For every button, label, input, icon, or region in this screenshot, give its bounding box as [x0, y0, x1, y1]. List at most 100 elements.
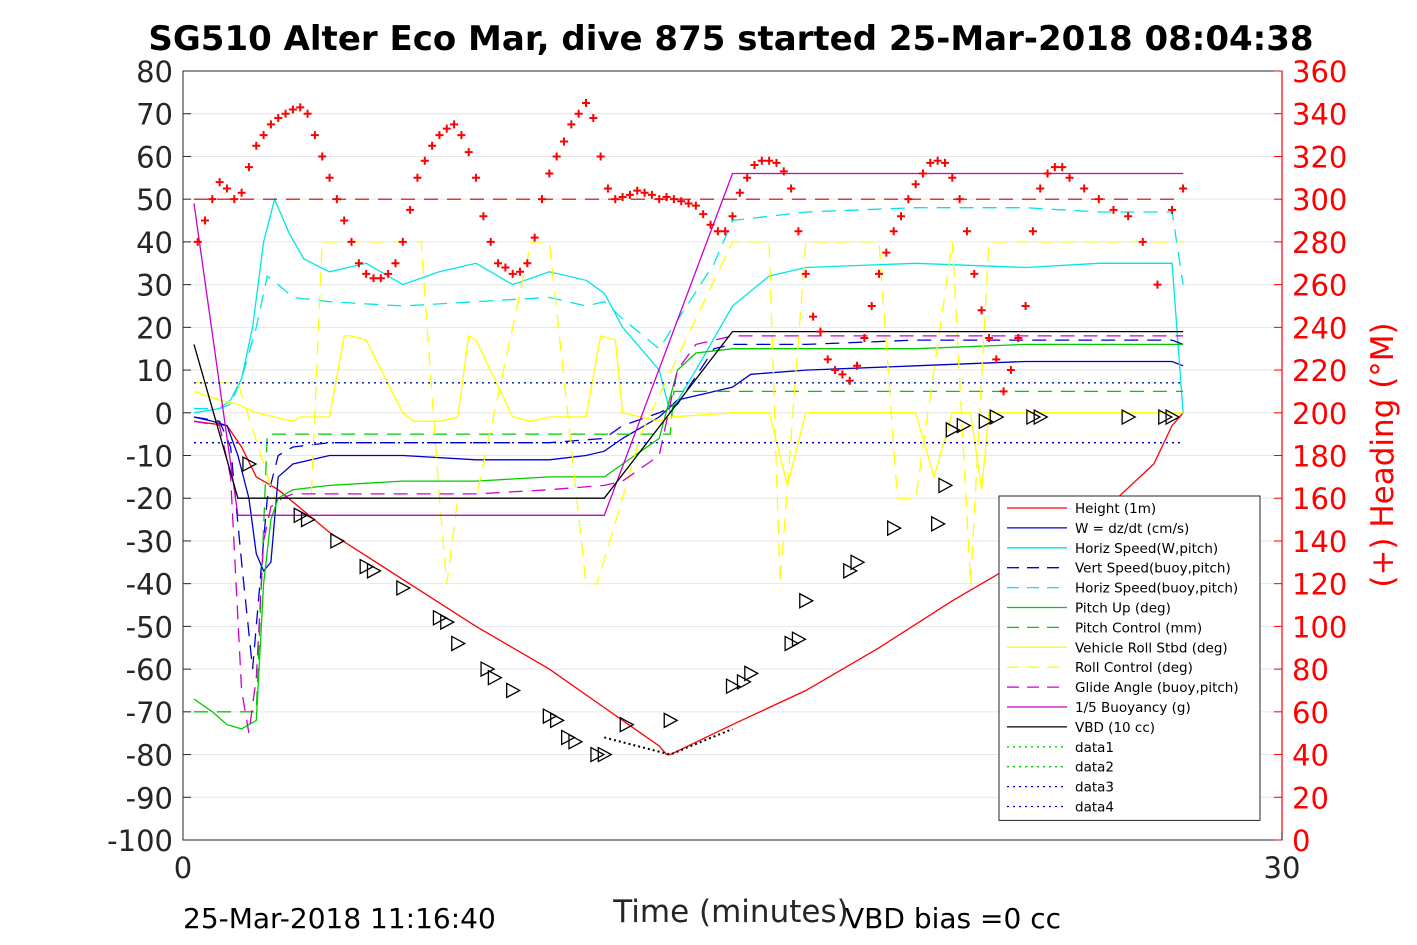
- heading-point: [288, 105, 297, 114]
- heading-point: [897, 212, 906, 221]
- heading-point: [721, 227, 730, 236]
- depth-marker: [568, 733, 584, 750]
- heading-point: [662, 193, 671, 202]
- heading-point: [559, 137, 568, 146]
- heading-point: [918, 169, 927, 178]
- legend: Height (1m) W = dz/dt (cm/s) Horiz Speed(W…: [998, 495, 1261, 821]
- depth-marker: [1026, 408, 1042, 426]
- heading-point: [464, 148, 473, 157]
- x-tick-label: 0: [174, 851, 192, 885]
- heading-point: [867, 301, 876, 310]
- left-tick-label: 0: [155, 397, 173, 431]
- depth-marker: [945, 421, 961, 438]
- heading-point: [1080, 184, 1089, 193]
- heading-point: [530, 233, 539, 242]
- left-tick-label: 30: [136, 269, 173, 303]
- depth-marker: [242, 455, 258, 473]
- heading-point: [655, 195, 664, 204]
- heading-point: [831, 366, 840, 375]
- legend-label: W = dz/dt (cm/s): [1075, 521, 1189, 537]
- heading-point: [823, 355, 832, 364]
- legend-label: data2: [1075, 760, 1114, 776]
- heading-point: [237, 188, 246, 197]
- legend-label: Vert Speed(buoy,pitch): [1075, 561, 1231, 577]
- heading-point: [1043, 169, 1052, 178]
- legend-label: Horiz Speed(buoy,pitch): [1075, 581, 1238, 597]
- heading-point: [992, 355, 1001, 364]
- heading-point: [779, 167, 788, 176]
- heading-point: [875, 269, 884, 278]
- legend-label: Height (1m): [1075, 501, 1156, 517]
- heading-point: [398, 237, 407, 246]
- series-layer: [193, 172, 1184, 756]
- heading-point: [332, 195, 341, 204]
- right-tick-label: 40: [1292, 739, 1329, 773]
- right-tick-label: 160: [1292, 482, 1347, 516]
- left-tick-label: -20: [126, 482, 173, 516]
- right-tick-label: 240: [1292, 311, 1347, 345]
- left-tick-label: -80: [126, 739, 173, 773]
- heading-point: [970, 269, 979, 278]
- heading-point: [713, 227, 722, 236]
- legend-label: data4: [1075, 800, 1114, 816]
- legend-label: Glide Angle (buoy,pitch): [1075, 680, 1239, 696]
- heading-point: [450, 120, 459, 129]
- heading-point: [501, 263, 510, 272]
- heading-point: [845, 376, 854, 385]
- heading-point: [362, 269, 371, 278]
- heading-point: [581, 99, 590, 108]
- heading-point: [1036, 184, 1045, 193]
- heading-point: [757, 156, 766, 165]
- heading-point: [222, 184, 231, 193]
- left-tick-label: 20: [136, 311, 173, 345]
- chart-title: SG510 Alter Eco Mar, dive 875 started 25…: [148, 19, 1313, 59]
- heading-point: [296, 103, 305, 112]
- series-line-8: [194, 241, 1184, 585]
- heading-point: [303, 109, 312, 118]
- marker-layer: [242, 408, 1181, 763]
- depth-marker: [1033, 408, 1049, 426]
- depth-marker: [938, 477, 954, 494]
- left-tick-label: 70: [136, 98, 173, 132]
- right-axis-label: (+) Heading (°M): [1365, 322, 1401, 587]
- heading-point: [340, 216, 349, 225]
- heading-point: [1006, 366, 1015, 375]
- heading-point: [765, 156, 774, 165]
- depth-marker: [293, 507, 309, 524]
- heading-point: [1168, 205, 1177, 214]
- heading-point: [1109, 205, 1118, 214]
- left-tick-label: -50: [126, 610, 173, 644]
- legend-label: data3: [1075, 780, 1114, 796]
- depth-marker: [850, 554, 866, 571]
- heading-point: [743, 173, 752, 182]
- series-line-11: [193, 330, 1184, 499]
- left-tick-label: -60: [126, 653, 173, 687]
- heading-point: [486, 237, 495, 246]
- left-tick-label: -10: [126, 440, 173, 474]
- series-line-9: [193, 335, 1184, 734]
- right-tick-label: 0: [1292, 824, 1310, 858]
- depth-marker: [396, 579, 412, 597]
- heading-point: [200, 216, 209, 225]
- heading-point: [413, 173, 422, 182]
- heading-point: [494, 259, 503, 268]
- heading-point: [962, 227, 971, 236]
- heading-point: [589, 113, 598, 122]
- heading-point: [640, 188, 649, 197]
- depth-marker: [1165, 408, 1181, 426]
- left-tick-label: 60: [136, 140, 173, 174]
- heading-point: [567, 120, 576, 129]
- heading-point: [984, 334, 993, 343]
- heading-point: [669, 195, 678, 204]
- heading-point: [999, 387, 1008, 396]
- x-axis-ticks: 0 30: [174, 832, 1300, 885]
- heading-point: [904, 195, 913, 204]
- left-tick-label: 80: [136, 55, 173, 89]
- right-tick-label: 320: [1292, 140, 1347, 174]
- right-tick-label: 200: [1292, 397, 1347, 431]
- heading-point: [940, 158, 949, 167]
- right-tick-label: 340: [1292, 98, 1347, 132]
- series-line-7: [193, 334, 1184, 490]
- series-line-1: [193, 360, 1184, 573]
- heading-point: [193, 237, 202, 246]
